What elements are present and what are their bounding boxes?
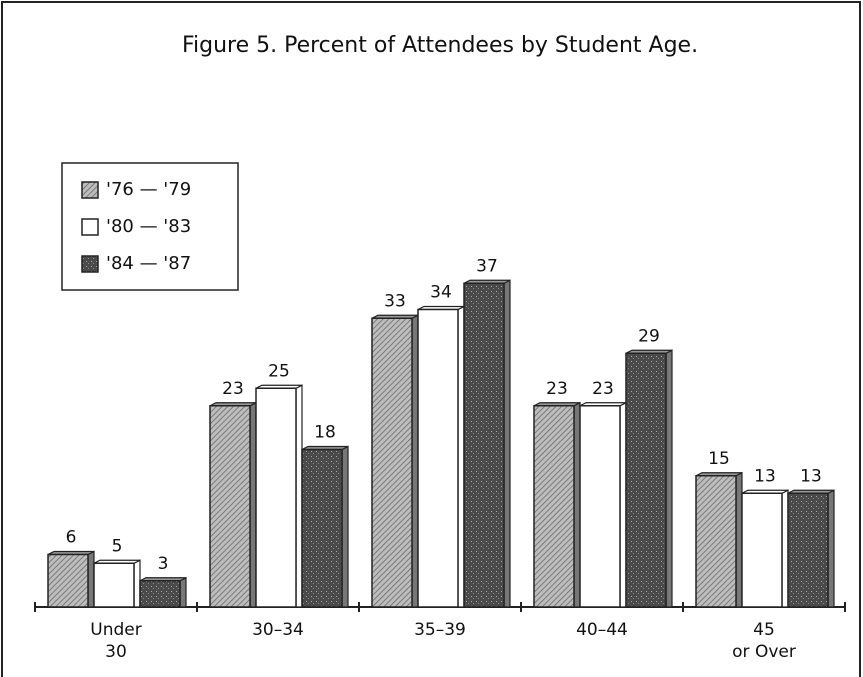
data-label: 5 [112, 536, 123, 556]
data-label: 18 [314, 423, 336, 443]
bar [301, 448, 343, 608]
bar-depth [735, 471, 743, 608]
bar-depth [341, 445, 349, 608]
bar [47, 553, 89, 608]
x-tick-label: 35–39 [414, 620, 466, 640]
x-tick-label: 30–34 [252, 620, 304, 640]
bar-depth [503, 279, 511, 608]
bar [209, 405, 251, 608]
bar [579, 405, 621, 608]
bar [741, 492, 783, 608]
bar [93, 562, 135, 608]
x-tick-label: Under 30 [90, 620, 142, 662]
bar [787, 492, 829, 608]
x-tick-label: 40–44 [576, 620, 628, 640]
x-tick-label: 45 or Over [732, 620, 796, 662]
legend-swatch [81, 181, 99, 199]
bar-depth [665, 349, 673, 608]
bar-depth [87, 550, 95, 608]
bar [417, 308, 459, 608]
bar [139, 580, 181, 608]
legend-label: '76 — '79 [106, 179, 191, 200]
data-label: 23 [592, 379, 614, 399]
bar-depth [457, 305, 465, 608]
bar-depth [411, 314, 419, 608]
bar-depth [827, 489, 835, 608]
data-label: 37 [476, 256, 498, 276]
data-label: 3 [158, 554, 169, 574]
bar-depth [249, 401, 257, 608]
bar [695, 475, 737, 608]
bar [625, 352, 667, 608]
legend-label: '80 — '83 [106, 216, 191, 237]
data-label: 23 [222, 379, 244, 399]
bar-depth [179, 576, 187, 608]
legend-label: '84 — '87 [106, 253, 191, 274]
bar [255, 387, 297, 608]
legend-swatch [81, 218, 99, 236]
data-label: 15 [708, 449, 730, 469]
bar-depth [133, 559, 141, 608]
data-label: 13 [800, 466, 822, 486]
data-label: 34 [430, 283, 452, 303]
bar [533, 405, 575, 608]
bar-depth [781, 489, 789, 608]
bar-depth [619, 401, 627, 608]
bar-depth [295, 384, 303, 608]
data-label: 23 [546, 379, 568, 399]
data-label: 25 [268, 361, 290, 381]
bar [463, 282, 505, 608]
bar-depth [573, 401, 581, 608]
chart-title: Figure 5. Percent of Attendees by Studen… [182, 33, 698, 58]
data-label: 33 [384, 291, 406, 311]
bar [371, 317, 413, 608]
data-label: 13 [754, 466, 776, 486]
legend-swatch [81, 255, 99, 273]
data-label: 29 [638, 326, 660, 346]
data-label: 6 [66, 528, 77, 548]
